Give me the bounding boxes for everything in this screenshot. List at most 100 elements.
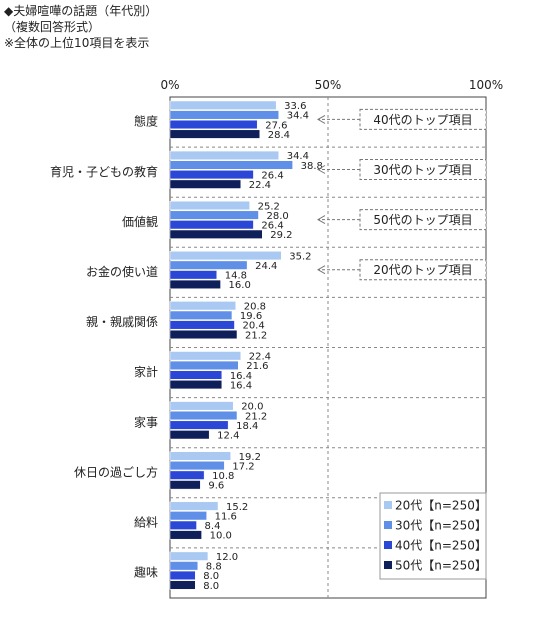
bar — [169, 580, 196, 590]
bar — [169, 179, 242, 189]
bar — [169, 520, 197, 530]
category-label: 育児・子どもの教育 — [50, 164, 158, 179]
x-tick-label: 50% — [315, 78, 342, 92]
bar — [169, 470, 205, 480]
bar — [169, 119, 258, 130]
bar — [169, 200, 250, 211]
data-label: 25.2 — [258, 201, 280, 212]
bar — [169, 501, 219, 511]
bar — [169, 301, 236, 311]
legend-label: 20代【n=250】 — [395, 499, 487, 513]
data-label: 20.0 — [241, 402, 263, 413]
data-label: 28.0 — [266, 211, 288, 222]
data-label: 21.2 — [245, 411, 267, 422]
category-label: 家事 — [134, 414, 158, 429]
data-label: 21.6 — [246, 361, 268, 372]
chart-note: ※全体の上位10項目を表示 — [4, 36, 150, 50]
legend-swatch — [384, 561, 392, 569]
data-label: 22.4 — [249, 180, 271, 191]
data-label: 8.4 — [205, 521, 221, 532]
data-label: 33.6 — [284, 101, 306, 112]
category-label: 給料 — [134, 516, 158, 530]
bar — [169, 380, 223, 390]
data-label: 18.4 — [236, 421, 258, 432]
category-label: 態度 — [134, 114, 158, 129]
data-label: 21.2 — [245, 330, 267, 341]
data-label: 12.0 — [216, 552, 238, 563]
data-label: 14.8 — [225, 271, 247, 282]
bar — [169, 570, 196, 580]
bar — [169, 480, 201, 490]
category-label: 親・親戚関係 — [86, 315, 158, 329]
category-label: 家計 — [134, 364, 158, 379]
annotation-text: 40代のトップ項目 — [373, 113, 472, 127]
data-label: 10.0 — [210, 531, 232, 542]
legend-label: 50代【n=250】 — [395, 559, 487, 573]
data-label: 19.2 — [239, 452, 261, 463]
data-label: 16.0 — [229, 280, 251, 291]
data-label: 9.6 — [208, 481, 224, 492]
legend-swatch — [384, 541, 392, 549]
bar — [169, 530, 202, 540]
chart-subtitle: （複数回答形式） — [4, 20, 101, 34]
data-label: 12.4 — [217, 431, 239, 442]
data-label: 29.2 — [270, 230, 292, 241]
bar — [169, 511, 207, 521]
category-label: 休日の過ごし方 — [74, 464, 158, 479]
bar — [169, 360, 239, 370]
x-tick-label: 100% — [469, 78, 503, 92]
bar — [169, 551, 209, 561]
legend-label: 30代【n=250】 — [395, 519, 487, 533]
data-label: 8.8 — [206, 562, 222, 573]
data-label: 8.0 — [203, 571, 219, 582]
data-label: 24.4 — [255, 261, 277, 272]
data-label: 11.6 — [215, 512, 237, 523]
bar — [169, 220, 254, 230]
data-label: 35.2 — [289, 251, 311, 262]
bar — [169, 329, 238, 340]
bar — [169, 410, 238, 421]
chart-title: ◆夫婦喧嘩の話題（年代別） — [4, 4, 158, 18]
data-label: 38.8 — [301, 161, 323, 172]
annotation-arrowhead — [316, 215, 326, 225]
annotation-text: 20代のトップ項目 — [373, 263, 472, 277]
bar — [169, 270, 218, 280]
data-label: 10.8 — [212, 471, 234, 482]
x-tick-label: 0% — [160, 78, 179, 92]
bar — [169, 150, 279, 160]
data-label: 28.4 — [268, 130, 290, 141]
annotation-text: 30代のトップ項目 — [373, 163, 472, 177]
legend-swatch — [384, 501, 392, 509]
bar — [169, 370, 223, 380]
bar — [169, 451, 231, 461]
data-label: 16.4 — [230, 380, 252, 391]
data-label: 34.4 — [287, 151, 309, 162]
legend-swatch — [384, 521, 392, 529]
bar — [169, 320, 235, 330]
data-label: 26.4 — [261, 221, 283, 232]
category-label: 趣味 — [134, 565, 158, 580]
annotation-arrowhead — [316, 265, 326, 275]
data-label: 8.0 — [203, 581, 219, 592]
bar — [169, 561, 199, 571]
annotation-text: 50代のトップ項目 — [373, 213, 472, 227]
bar — [169, 461, 225, 471]
annotation-arrowhead — [316, 114, 326, 124]
data-label: 34.4 — [287, 111, 309, 122]
bar — [169, 260, 248, 270]
bar — [169, 430, 210, 440]
bar — [169, 251, 282, 261]
data-label: 15.2 — [226, 502, 248, 513]
data-label: 20.8 — [244, 302, 266, 313]
data-label: 17.2 — [232, 461, 254, 472]
bar — [169, 229, 263, 239]
data-label: 27.6 — [265, 120, 287, 131]
data-label: 26.4 — [261, 170, 283, 181]
bar — [169, 110, 279, 120]
bar — [169, 170, 254, 180]
data-label: 22.4 — [249, 352, 271, 363]
bar — [169, 210, 259, 220]
legend-box — [379, 492, 487, 580]
category-label: お金の使い道 — [86, 264, 158, 279]
